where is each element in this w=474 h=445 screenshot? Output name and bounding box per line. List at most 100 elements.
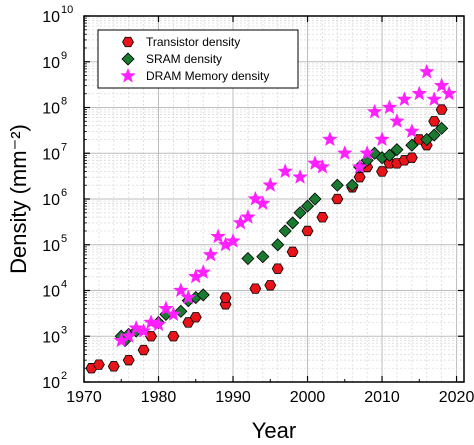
dram-memory-density-point [292, 168, 308, 184]
transistor-density-point [271, 263, 284, 274]
transistor-density-point [137, 344, 150, 356]
y-tick-label-exponent: 9 [61, 50, 67, 62]
dram-memory-density-point [389, 113, 405, 128]
data-points [85, 63, 457, 374]
sram-density-point [286, 216, 300, 230]
dram-memory-density-point [418, 63, 435, 79]
x-tick-label: 1980 [141, 389, 177, 406]
dram-memory-density-point [411, 85, 428, 101]
dram-memory-density-point [195, 264, 212, 279]
transistor-density-point [264, 280, 277, 291]
dram-memory-density-point [247, 190, 264, 206]
sram-density-point [405, 138, 419, 152]
dram-memory-density-point [396, 91, 413, 107]
dram-memory-density-point [366, 103, 383, 119]
dram-memory-density-point [240, 208, 256, 224]
x-tick-label: 2010 [364, 389, 400, 406]
transistor-density-point [167, 331, 180, 342]
transistor-density-point [249, 283, 262, 294]
x-tick-label: 2000 [290, 389, 326, 406]
sram-density-point [390, 143, 404, 157]
dram-memory-density-point [433, 77, 450, 93]
y-tick-label: 10 [42, 238, 60, 255]
transistor-density-point [219, 292, 232, 303]
transistor-density-point [92, 359, 105, 370]
y-tick-label-exponent: 10 [61, 4, 73, 16]
dram-memory-density-point [322, 131, 338, 147]
sram-density-point [308, 192, 322, 206]
y-tick-label: 10 [42, 192, 60, 209]
transistor-density-point [107, 361, 120, 372]
dram-memory-density-point [336, 145, 353, 160]
y-tick-label-exponent: 3 [61, 324, 67, 336]
transistor-density-point [301, 225, 314, 237]
dram-memory-density-point [180, 289, 197, 305]
x-axis-title: Year [252, 418, 296, 443]
dram-memory-density-point [143, 314, 159, 330]
dram-memory-density-point [374, 131, 390, 147]
dram-memory-density-point [225, 232, 241, 248]
y-tick-label-exponent: 4 [61, 279, 67, 291]
sram-density-point [278, 224, 292, 238]
dram-memory-density-point [441, 85, 457, 101]
dram-memory-density-point [307, 155, 323, 171]
transistor-density-point [428, 116, 441, 127]
transistor-density-point [405, 152, 418, 163]
sram-density-point [241, 251, 255, 266]
sram-density-point [435, 121, 449, 135]
dram-memory-density-point [165, 306, 182, 322]
sram-density-point [256, 250, 270, 264]
dram-memory-density-point [158, 300, 174, 316]
y-axis-title: Density (mm⁻²) [6, 124, 31, 274]
y-tick-label: 10 [42, 55, 60, 72]
dram-memory-density-point [359, 145, 375, 160]
legend-marker-transistor-density [122, 36, 134, 48]
dram-memory-density-point [128, 319, 144, 335]
sram-density-point [330, 178, 344, 192]
legend-label-transistor-density: Transistor density [146, 35, 240, 49]
y-tick-label: 10 [42, 375, 60, 392]
legend-marker-sram-density [121, 52, 135, 66]
dram-memory-density-point [255, 195, 271, 211]
transistor-density-point [331, 193, 344, 205]
dram-memory-density-point [210, 228, 226, 244]
dram-memory-density-point [404, 123, 420, 139]
legend-marker-dram-memory-density [120, 67, 136, 83]
sram-density-point [382, 148, 397, 162]
y-tick-label-exponent: 7 [61, 141, 67, 153]
transistor-density-point [122, 355, 135, 366]
dram-memory-density-point [150, 316, 167, 332]
dram-memory-density-point [173, 282, 189, 298]
transistor-density-point [435, 104, 448, 115]
dram-memory-density-point [120, 328, 137, 343]
dram-memory-density-point [262, 177, 279, 192]
transistor-density-point [145, 331, 158, 342]
dram-memory-density-point [351, 158, 368, 174]
sram-density-point [345, 178, 359, 192]
y-tick-label-exponent: 5 [61, 233, 67, 245]
y-tick-label: 10 [42, 9, 60, 26]
transistor-density-point [286, 246, 299, 257]
sram-density-point [293, 206, 307, 220]
sram-density-point [196, 288, 210, 302]
dram-memory-density-point [314, 158, 331, 174]
legend-label-dram-memory-density: DRAM Memory density [146, 69, 269, 83]
dram-memory-density-point [381, 99, 398, 115]
y-tick-label: 10 [42, 101, 60, 118]
transistor-density-point [316, 212, 329, 223]
sram-density-point [271, 238, 285, 252]
legend-label-sram-density: SRAM density [146, 52, 222, 66]
y-tick-label-exponent: 8 [61, 96, 67, 108]
legend: Transistor density SRAM density DRAM Memor… [97, 29, 299, 89]
sram-density-point [427, 128, 441, 142]
y-tick-label-exponent: 2 [61, 370, 67, 382]
y-tick-label-exponent: 6 [61, 187, 67, 199]
dram-memory-density-point [277, 163, 293, 179]
x-tick-label: 1990 [215, 389, 251, 406]
y-tick-label: 10 [42, 146, 60, 163]
dram-memory-density-point [426, 91, 443, 107]
y-tick-label: 10 [42, 329, 60, 346]
sram-density-point [300, 199, 315, 213]
transistor-density-point [376, 166, 389, 177]
